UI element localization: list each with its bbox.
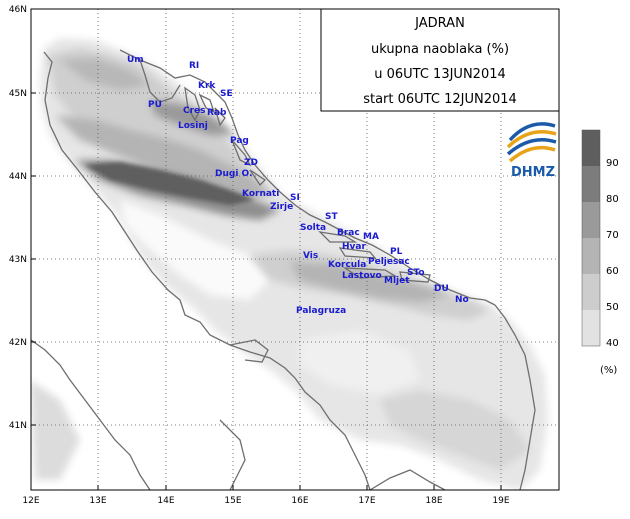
cloud-60 [55, 115, 270, 195]
lon-labels: 12E 13E 14E 15E 16E 17E 18E 19E [22, 496, 509, 506]
colorbar-swatch-60 [582, 238, 600, 256]
plot-frame [30, 8, 560, 491]
place-label: Vis [303, 251, 318, 261]
map-valid-time: u 06UTC 13JUN2014 [374, 67, 506, 82]
place-label: Um [127, 55, 144, 65]
colorbar-unit: (%) [600, 365, 617, 376]
colorbar-swatch-80 [582, 166, 600, 184]
lon-label: 18E [425, 496, 442, 506]
colorbar-swatch-85 [582, 148, 600, 166]
place-label: Korcula [328, 260, 366, 270]
place-label: Palagruza [296, 306, 346, 316]
place-label: Dugi O. [215, 169, 252, 179]
lon-label: 12E [22, 496, 39, 506]
place-label: SE [220, 89, 233, 99]
colorbar-label: 40 [606, 338, 619, 349]
place-label: ZD [244, 158, 258, 168]
lat-label: 44N [9, 172, 27, 182]
place-label: Solta [300, 223, 326, 233]
place-label: Pag [230, 136, 249, 146]
axis-ticks [30, 8, 502, 490]
place-label: Krk [198, 81, 216, 91]
place-label: No [455, 295, 469, 305]
colorbar-label: 60 [606, 266, 619, 277]
lat-label: 42N [9, 338, 27, 348]
lat-label: 46N [9, 5, 27, 15]
lon-label: 19E [492, 496, 509, 506]
colorbar-swatch-45 [582, 292, 600, 310]
lon-label: 16E [291, 496, 308, 506]
place-label: Losinj [178, 121, 208, 131]
colorbar: 90 80 70 60 50 40 (%) [581, 129, 619, 376]
place-label: Kornati [242, 189, 279, 199]
place-label: RI [189, 61, 199, 71]
place-label: DU [434, 284, 449, 294]
colorbar-swatch-90 [582, 130, 600, 148]
place-label: ST [325, 212, 338, 222]
colorbar-label: 70 [606, 230, 619, 241]
place-label: Rab [207, 108, 227, 118]
lat-labels: 46N 45N 44N 43N 42N 41N [9, 5, 27, 431]
cloud-field [31, 38, 548, 490]
cloud-60-north [60, 58, 150, 90]
coastlines [31, 49, 536, 490]
place-label: Brac [337, 228, 360, 238]
place-label: Peljesac [368, 257, 410, 267]
colorbar-label: 50 [606, 302, 619, 313]
place-label: SI [290, 193, 300, 203]
title-box: JADRAN ukupna naoblaka (%) u 06UTC 13JUN… [320, 8, 560, 112]
colorbar-swatch-70 [582, 202, 600, 220]
colorbar-swatch-55 [582, 256, 600, 274]
map-title: JADRAN [414, 16, 465, 31]
cloud-70-kvarner [150, 100, 235, 135]
place-label: STo [407, 268, 425, 278]
place-label: PL [390, 247, 403, 257]
cloud-90 [85, 162, 255, 205]
lat-label: 41N [9, 421, 27, 431]
place-label: Zirje [270, 202, 293, 212]
colorbar-label: 90 [606, 158, 619, 169]
cloud-clear [120, 200, 270, 300]
cloud-50-se [380, 390, 530, 470]
colorbar-swatch-65 [582, 220, 600, 238]
map-variable: ukupna naoblaka (%) [371, 42, 509, 57]
dhmz-logo-icon [506, 122, 557, 163]
place-label: Lastovo [342, 271, 382, 281]
place-label: MA [363, 232, 379, 242]
place-labels: Um RI Krk SE PU Cres Rab Losinj Pag ZD D… [127, 55, 469, 316]
colorbar-label: 80 [606, 194, 619, 205]
cloud-60-south [290, 262, 450, 302]
lat-label: 45N [9, 89, 27, 99]
place-label: Cres [183, 106, 206, 116]
colorbar-swatch-40 [582, 310, 600, 328]
place-label: PU [148, 100, 162, 110]
colorbar-swatch-50 [582, 274, 600, 292]
colorbar-swatch-35 [582, 328, 600, 346]
lon-label: 17E [358, 496, 375, 506]
lon-label: 13E [89, 496, 106, 506]
dhmz-logo: DHMZ [506, 122, 557, 180]
colorbar-swatch-75 [582, 184, 600, 202]
dhmz-logo-text: DHMZ [511, 165, 555, 180]
lon-label: 14E [157, 496, 174, 506]
map-run-time: start 06UTC 12JUN2014 [363, 92, 517, 107]
lon-label: 15E [224, 496, 241, 506]
place-label: Hvar [342, 242, 366, 252]
lat-label: 43N [9, 255, 27, 265]
cloud-50-west [31, 380, 80, 480]
cloud-clear-2 [300, 330, 420, 395]
place-label: Mljet [384, 276, 410, 286]
